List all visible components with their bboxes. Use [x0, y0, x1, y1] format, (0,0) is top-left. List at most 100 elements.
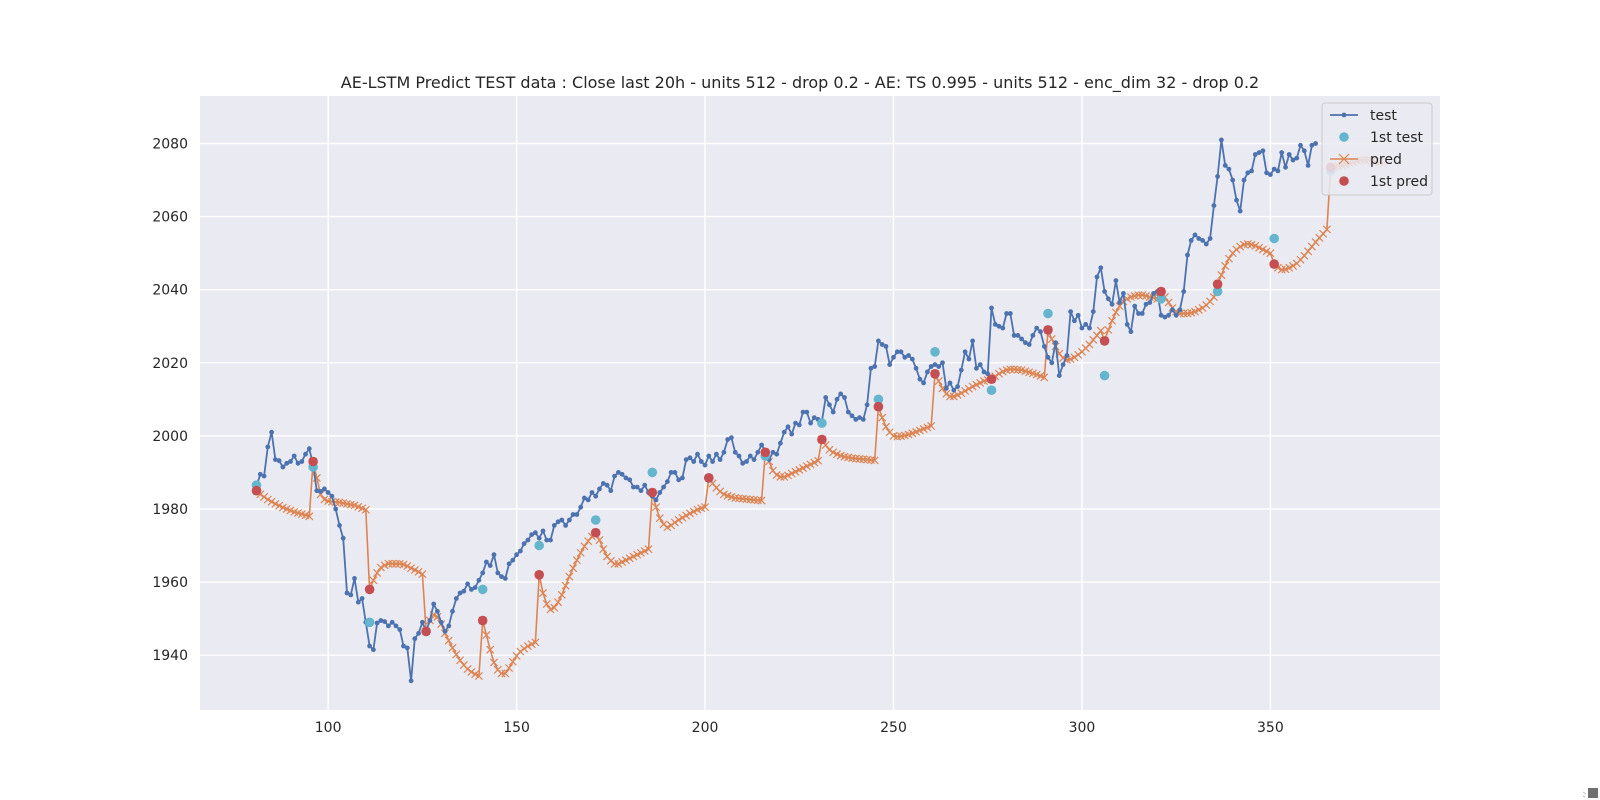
pred-marker: [934, 377, 943, 386]
pred-marker: [610, 559, 619, 568]
first-test-point: [1212, 286, 1223, 297]
test-point: [303, 451, 308, 457]
series-test-markers: [254, 137, 1318, 684]
test-point: [917, 376, 923, 382]
pred-marker: [403, 561, 412, 571]
pred-marker: [599, 545, 608, 554]
test-point: [653, 497, 659, 503]
pred-marker: [682, 511, 691, 520]
pred-marker: [467, 667, 476, 677]
test-point: [1249, 168, 1254, 174]
pred-marker: [1288, 261, 1298, 270]
test-point: [1019, 336, 1024, 342]
test-point: [796, 422, 802, 428]
test-point: [291, 453, 297, 459]
test-point: [1162, 314, 1168, 320]
pred-marker: [305, 512, 314, 521]
pred-marker: [448, 643, 457, 652]
test-point: [1011, 333, 1017, 338]
test-point: [284, 460, 290, 466]
y-tick-label: 2080: [152, 137, 188, 153]
test-point: [371, 647, 376, 653]
test-point: [1230, 177, 1236, 183]
first-test-point: [647, 467, 658, 478]
first-test-point: [986, 385, 997, 396]
first-test-point: [817, 418, 827, 428]
test-point: [706, 453, 712, 459]
test-point: [273, 457, 278, 462]
test-point: [759, 442, 764, 448]
test-point: [593, 493, 599, 499]
pred-marker: [369, 576, 378, 585]
pred-marker: [263, 495, 272, 504]
test-point: [514, 552, 519, 558]
test-point: [1177, 307, 1183, 313]
test-point: [431, 601, 437, 607]
test-point: [352, 576, 357, 581]
pred-marker: [825, 445, 834, 454]
legend-entry: pred: [1330, 152, 1402, 168]
test-point: [1060, 362, 1066, 367]
pred-marker: [1134, 291, 1143, 300]
pred-marker: [520, 644, 529, 653]
first-test-point: [1099, 370, 1110, 381]
test-point: [1252, 152, 1258, 157]
test-point: [314, 488, 320, 494]
pred-marker: [486, 645, 495, 654]
test-point: [604, 482, 610, 488]
test-point: [265, 444, 271, 450]
pred-marker: [542, 599, 551, 609]
pred-marker: [489, 658, 499, 667]
pred-marker: [1304, 247, 1313, 256]
test-point: [725, 437, 731, 442]
test-point: [608, 488, 614, 494]
first-pred-point: [308, 456, 318, 467]
test-point: [333, 506, 339, 512]
test-point: [1087, 325, 1092, 331]
test-point: [276, 458, 282, 464]
pred-marker: [576, 548, 585, 557]
test-point: [518, 548, 523, 554]
test-point: [623, 475, 629, 481]
pred-marker: [957, 389, 966, 398]
test-point: [849, 413, 855, 419]
pred-marker: [452, 650, 461, 659]
test-point: [834, 396, 840, 402]
test-point: [845, 409, 851, 415]
pred-marker: [444, 636, 453, 645]
test-point: [717, 457, 723, 462]
test-point: [747, 453, 753, 459]
test-point: [453, 596, 459, 601]
test-point: [668, 470, 674, 475]
pred-marker: [501, 669, 510, 678]
test-point: [619, 471, 625, 477]
test-point: [830, 409, 836, 415]
test-point: [710, 459, 715, 464]
test-point: [721, 449, 727, 455]
legend-test-dot-icon: [1341, 112, 1347, 118]
test-point: [318, 489, 323, 494]
test-point: [1139, 311, 1145, 316]
test-point: [879, 342, 885, 347]
x-tick-label: 150: [503, 720, 530, 736]
test-point: [1286, 152, 1292, 157]
test-point: [1207, 236, 1213, 241]
test-point: [732, 449, 738, 455]
test-point: [680, 475, 685, 481]
test-point: [506, 561, 512, 567]
grid: [200, 96, 1440, 710]
legend-label: 1st test: [1370, 130, 1424, 146]
test-point: [665, 479, 670, 484]
test-point: [1083, 322, 1089, 327]
pred-marker: [757, 496, 766, 505]
test-point: [928, 364, 934, 369]
test-point: [1034, 325, 1040, 331]
test-point: [631, 484, 636, 490]
legend-label: test: [1370, 108, 1397, 124]
test-point: [657, 490, 663, 495]
test-point: [702, 462, 708, 468]
test-point: [469, 587, 474, 592]
test-point: [1298, 142, 1303, 148]
first-pred-point: [760, 447, 771, 458]
test-point: [883, 344, 889, 349]
